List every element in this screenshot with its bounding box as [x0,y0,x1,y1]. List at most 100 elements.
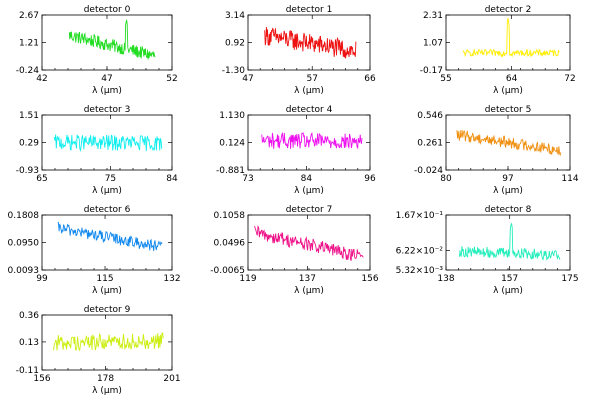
chart-panel: detector 9 156 178 201 -0.11 0.13 0.36 λ (μm) [16,305,181,396]
panel-title: detector 1 [286,5,333,15]
x-axis-label: λ (μm) [92,286,122,296]
y-tick-label: 0.29 [19,139,39,149]
y-tick-label: 2.67 [19,11,39,21]
x-tick-label: 96 [364,174,376,184]
y-tick-label: 0.546 [417,111,443,121]
x-tick-label: 156 [361,274,378,284]
x-tick-label: 201 [163,374,180,384]
x-tick-label: 137 [299,274,316,284]
x-tick-label: 99 [36,274,48,284]
x-tick-label: 84 [166,174,178,184]
series-line [458,222,561,261]
x-tick-label: 157 [501,274,518,284]
x-tick-label: 75 [105,174,116,184]
y-tick-label: 0.92 [225,39,245,49]
y-tick-label: 0.13 [19,338,39,348]
series-line [456,129,562,157]
y-tick-label: -0.11 [16,366,39,376]
chart-panel: detector 7 119 137 156 -0.0065 0.0496 0.1058 λ … [210,205,379,296]
y-tick-label: 1.130 [219,111,245,121]
panel-title: detector 5 [485,105,532,115]
series-line [53,134,163,153]
x-axis-label: λ (μm) [493,86,523,96]
x-axis-label: λ (μm) [493,186,523,196]
panel-title: detector 2 [485,5,532,15]
y-tick-label: 0.124 [219,139,245,149]
x-tick-label: 57 [306,74,317,84]
x-axis-label: λ (μm) [294,286,324,296]
y-tick-label: 1.51 [19,111,39,121]
panel-title: detector 6 [84,205,131,215]
series-line [261,131,363,150]
y-tick-label: 1.67×10⁻¹ [396,211,444,221]
y-tick-label: -0.17 [420,66,443,76]
y-tick-label: 1.07 [423,39,443,49]
y-tick-label: -0.881 [216,166,245,176]
x-tick-label: 114 [561,174,578,184]
series-line [53,332,164,351]
plot-frame [445,14,571,71]
chart-panel: detector 6 99 115 132 0.0093 0.0950 0.1808 λ (μ… [8,205,181,296]
plot-frame [445,214,571,271]
x-tick-label: 115 [96,274,113,284]
x-tick-label: 84 [301,174,313,184]
x-tick-label: 178 [97,374,114,384]
series-line [254,225,364,261]
chart-panel: detector 8 138 157 175 5.32×10⁻³ 6.22×10⁻² 1.6… [396,205,579,296]
y-tick-label: 0.36 [19,311,39,321]
series-line [462,18,560,58]
chart-panel: detector 1 47 57 66 -1.30 0.92 3.14 λ (μm) [222,5,376,96]
y-tick-label: 0.1058 [214,211,246,221]
panel-title: detector 7 [286,205,333,215]
y-tick-label: 0.0093 [8,266,40,276]
y-tick-label: 5.32×10⁻³ [396,266,444,276]
panel-title: detector 9 [84,305,131,315]
x-axis-label: λ (μm) [493,286,523,296]
x-tick-label: 52 [166,74,177,84]
y-tick-label: 0.0496 [214,239,246,249]
x-tick-label: 42 [36,74,47,84]
panel-title: detector 8 [485,205,532,215]
chart-panel: detector 2 55 64 72 -0.17 1.07 2.31 λ (μm) [420,5,576,96]
chart-panel: detector 3 65 75 84 -0.93 0.29 1.51 λ (μm) [16,105,178,196]
y-tick-label: 2.31 [423,11,443,21]
y-tick-label: -0.0065 [210,266,245,276]
y-tick-label: -1.30 [222,66,246,76]
series-line [264,26,357,59]
panel-title: detector 0 [84,5,131,15]
x-tick-label: 138 [437,274,454,284]
y-tick-label: 6.22×10⁻² [396,247,444,257]
x-tick-label: 66 [364,74,376,84]
x-tick-label: 132 [163,274,180,284]
x-tick-label: 156 [33,374,50,384]
plot-frame [41,114,173,171]
panel-title: detector 4 [286,105,333,115]
y-tick-label: 0.1808 [8,211,40,221]
y-tick-label: 0.261 [417,139,443,149]
plot-frame [41,214,173,271]
x-tick-label: 119 [239,274,256,284]
y-tick-label: 3.14 [225,11,245,21]
x-axis-label: λ (μm) [294,86,324,96]
x-tick-label: 47 [101,74,112,84]
x-tick-label: 80 [440,174,452,184]
y-tick-label: -0.24 [16,66,40,76]
chart-panel: detector 4 73 84 96 -0.881 0.124 1.130 λ (μm) [216,105,376,196]
x-axis-label: λ (μm) [92,386,122,396]
series-line [57,221,163,252]
x-tick-label: 55 [440,74,451,84]
y-tick-label: -0.93 [16,166,39,176]
x-axis-label: λ (μm) [92,186,122,196]
y-tick-label: 1.21 [19,39,39,49]
x-tick-label: 97 [502,174,513,184]
series-line [68,18,156,60]
chart-panel: detector 0 42 47 52 -0.24 1.21 2.67 λ (μm) [16,5,178,96]
x-axis-label: λ (μm) [294,186,324,196]
x-axis-label: λ (μm) [92,86,122,96]
x-tick-label: 64 [506,74,518,84]
x-tick-label: 175 [561,274,578,284]
y-tick-label: 0.0950 [8,239,40,249]
chart-panel: detector 5 80 97 114 -0.024 0.261 0.546 λ (μm) [414,105,579,196]
x-tick-label: 47 [242,74,253,84]
